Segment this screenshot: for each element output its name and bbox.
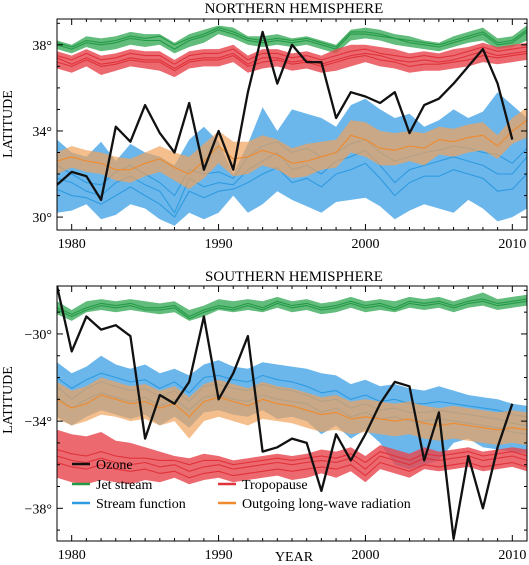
- y-tick-label: 30°: [32, 211, 52, 226]
- stream_function-line: [57, 372, 527, 418]
- southern-hemisphere-panel: SOUTHERN HEMISPHERE LATITUDE YEAR 1980 19…: [1, 269, 528, 565]
- plot-marks: [57, 25, 527, 226]
- jet_stream-line: [57, 29, 527, 50]
- northern-hemisphere-panel: NORTHERN HEMISPHERE LATITUDE 1980 1990 200…: [1, 1, 528, 252]
- x-tick-label: 2010: [498, 548, 526, 563]
- ozone-line: [57, 286, 514, 540]
- panel-title: NORTHERN HEMISPHERE: [205, 1, 384, 17]
- y-tick-label: −30°: [25, 328, 53, 343]
- olr-band: [57, 377, 527, 446]
- x-tick-label: 1980: [58, 548, 86, 563]
- tropopause-line: [57, 46, 527, 65]
- stream_function-line: [57, 162, 527, 218]
- y-tick-label: −34°: [25, 415, 53, 430]
- y-axis-label: LATITUDE: [1, 366, 16, 434]
- tropopause-line: [57, 52, 527, 72]
- x-tick-label: 1990: [205, 548, 233, 563]
- tropopause-band: [57, 429, 527, 485]
- x-axis-label: YEAR: [275, 550, 314, 565]
- olr-line: [57, 394, 527, 431]
- jet_stream-line: [57, 300, 527, 320]
- tropopause-line: [57, 455, 527, 472]
- plot-area: 1980 1990 2000 2010 30° 34° 38°: [32, 18, 528, 252]
- tropopause-line: [57, 50, 527, 70]
- y-tick-label: −38°: [25, 502, 53, 517]
- ozone-line: [57, 30, 514, 202]
- olr-line: [57, 119, 527, 175]
- legend-label-tropopause: Tropopause: [242, 478, 308, 493]
- jet_stream-band: [57, 292, 527, 321]
- x-tick-label: 2000: [351, 237, 379, 252]
- jet_stream-line: [57, 298, 527, 318]
- jet_stream-band: [57, 25, 527, 54]
- y-tick-label: 38°: [32, 39, 52, 54]
- tropopause-line: [57, 448, 527, 466]
- x-tick-label: 1980: [58, 237, 86, 252]
- tropopause-line: [57, 461, 527, 479]
- x-tick-label: 1990: [205, 237, 233, 252]
- y-axis-label: LATITUDE: [1, 90, 16, 158]
- panel-title: SOUTHERN HEMISPHERE: [205, 269, 383, 285]
- legend-label-ozone: Ozone: [96, 458, 133, 473]
- plot-marks: [57, 286, 527, 540]
- legend: Ozone Jet stream Tropopause Stream function…: [72, 458, 411, 512]
- legend-label-jet_stream: Jet stream: [96, 478, 152, 493]
- legend-label-stream_function: Stream function: [96, 497, 186, 512]
- y-tick-label: 34°: [32, 125, 52, 140]
- x-tick-label: 2000: [351, 548, 379, 563]
- jet_stream-line: [57, 27, 527, 48]
- plot-area: 1980 1990 2000 2010 −30° −34° −38°: [25, 285, 528, 563]
- legend-label-olr: Outgoing long-wave radiation: [242, 497, 411, 512]
- x-tick-label: 2010: [498, 237, 526, 252]
- olr-band: [57, 107, 527, 190]
